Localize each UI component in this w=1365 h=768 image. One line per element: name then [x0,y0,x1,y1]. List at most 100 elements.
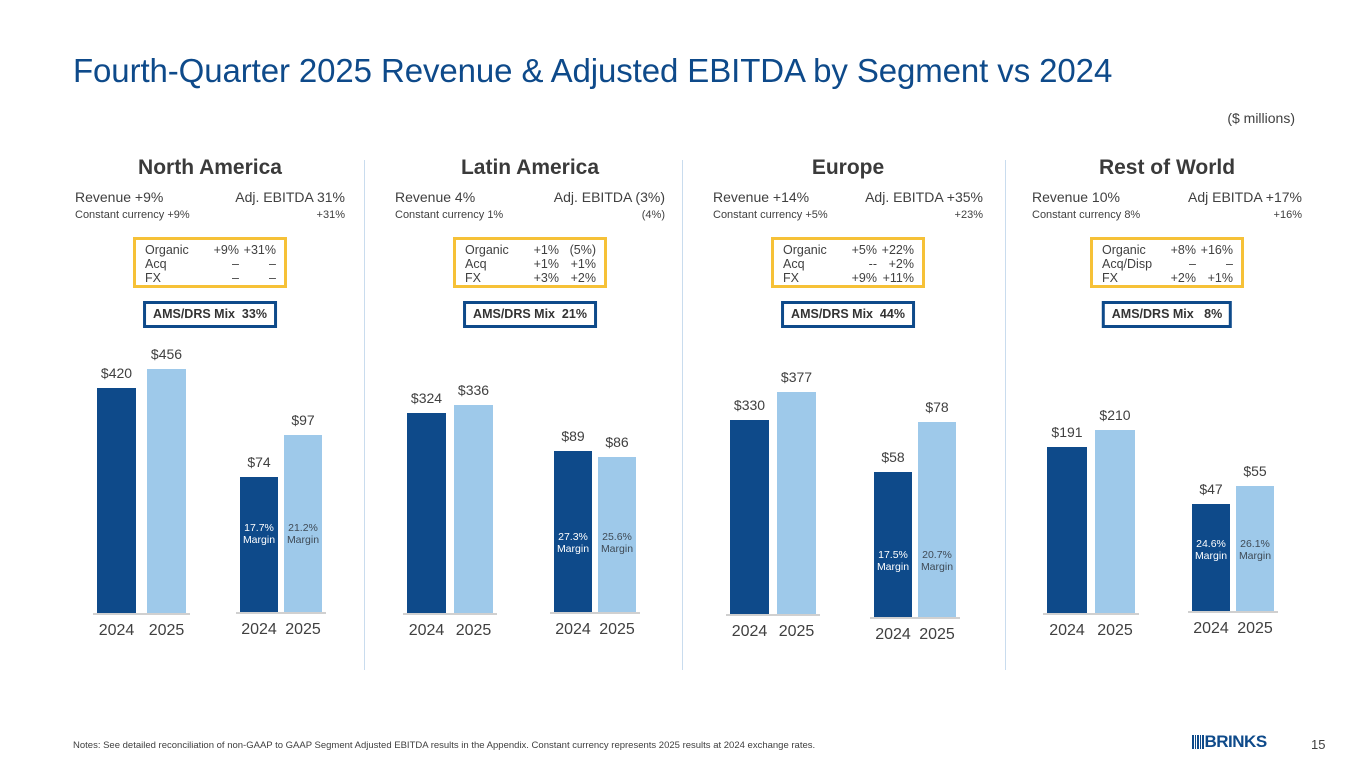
growth-breakdown-box: Organic +5% +22% Acq -- +2% FX +9% +11% [771,237,925,288]
value-label: $55 [1243,462,1267,479]
x-tick-label: 2025 [778,623,815,640]
bar-2024 [1192,504,1230,611]
bar-2025 [1095,430,1135,613]
x-tick-label: 2025 [919,626,955,643]
segment-rest-of-world: Rest of World Revenue 10% Adj EBITDA +17%… [1032,156,1302,328]
logo-stripes-icon [1192,734,1204,749]
segment-divider [1005,160,1006,670]
x-tick-label: 2024 [98,622,135,639]
segment-title: Europe [811,156,885,179]
bar-2025 [777,392,816,614]
breakdown-row: Acq +1% +1% [465,257,596,271]
value-label: $420 [100,365,133,382]
chart-baseline [1188,611,1278,613]
value-label: $47 [1199,481,1223,498]
logo-wordmark: BRINKS [1204,732,1268,751]
breakdown-row: FX +3% +2% [465,271,596,285]
segment-latin-america: Latin America Revenue 4% Adj. EBITDA (3%)… [395,156,665,328]
ams-drs-mix-badge: AMS/DRS Mix 8% [1101,301,1233,328]
revenue-growth: Revenue +9% [75,189,164,205]
cc-revenue: Constant currency 1% [395,209,504,221]
segment-title: Latin America [460,156,600,179]
bar-2025 [918,421,956,617]
x-tick-label: 2024 [241,621,277,638]
value-label: $456 [150,345,183,362]
bar-2024 [1047,446,1087,613]
x-tick-label: 2025 [599,621,635,638]
value-label: $330 [733,396,766,413]
x-tick-label: 2025 [285,621,321,638]
margin-label: 21.2% Margin [286,522,320,546]
breakdown-row: FX +9% +11% [783,271,914,285]
x-tick-label: 2025 [1237,620,1273,637]
units-note: ($ millions) [1227,110,1295,126]
ams-drs-mix-badge: AMS/DRS Mix 44% [781,301,915,328]
x-tick-label: 2024 [1193,620,1229,637]
value-label: $210 [1099,407,1131,424]
bar-2025 [284,435,322,612]
revenue-growth: Revenue 4% [395,189,476,205]
segment-title: Rest of World [1098,156,1236,179]
value-label: $58 [881,448,905,465]
chart-baseline [726,614,820,616]
value-label: $191 [1051,423,1083,440]
value-label: $97 [291,412,315,429]
segment-north-america: North America Revenue +9% Adj. EBITDA 31%… [75,156,345,328]
bar-2025 [1236,485,1274,611]
chart-baseline [550,612,640,614]
value-label: $86 [605,433,629,450]
cc-revenue: Constant currency +5% [713,209,828,221]
bar-2025 [454,405,493,613]
margin-label: 20.7% Margin [920,549,954,573]
breakdown-row: FX +2% +1% [1102,271,1233,285]
chart-baseline [236,612,326,614]
page-number: 15 [1311,737,1326,752]
segment-europe: Europe Revenue +14% Adj. EBITDA +35% Cons… [713,156,983,328]
segment-divider [682,160,683,670]
slide-title: Fourth-Quarter 2025 Revenue & Adjusted E… [73,52,1113,89]
growth-breakdown-box: Organic +1% (5%) Acq +1% +1% FX +3% +2% [453,237,607,288]
margin-label: 17.5% Margin [876,549,910,573]
margin-label: 17.7% Margin [242,522,276,546]
footnote: Notes: See detailed reconciliation of no… [73,740,816,751]
margin-label: 24.6% Margin [1194,538,1228,562]
x-tick-label: 2024 [875,626,911,643]
value-label: $336 [457,382,490,399]
chart-baseline [403,613,497,615]
breakdown-row: FX – – [145,271,276,285]
cc-ebitda: +16% [1273,209,1302,221]
breakdown-row: Organic +5% +22% [783,243,914,257]
ams-drs-mix-badge: AMS/DRS Mix 21% [463,301,597,328]
brinks-logo: BRINKS [1192,733,1267,750]
x-tick-label: 2024 [1049,622,1085,639]
value-label: $78 [925,398,949,415]
chart-baseline [93,613,190,615]
bar-2024 [874,471,912,617]
cc-ebitda: +31% [316,209,345,221]
x-tick-label: 2024 [408,622,445,639]
margin-label: 26.1% Margin [1238,538,1272,562]
breakdown-row: Organic +8% +16% [1102,243,1233,257]
ebitda-growth: Adj. EBITDA +35% [865,189,983,205]
bar-2024 [240,477,278,612]
revenue-growth: Revenue +14% [713,189,810,205]
segment-title: North America [138,156,282,179]
cc-revenue: Constant currency +9% [75,209,190,221]
revenue-growth: Revenue 10% [1032,189,1120,205]
bar-2024 [730,419,769,614]
chart-baseline [870,617,960,619]
x-tick-label: 2025 [148,622,185,639]
cc-ebitda: (4%) [641,209,665,221]
ebitda-growth: Adj. EBITDA (3%) [553,189,665,205]
value-label: $74 [247,454,271,471]
breakdown-row: Acq – – [145,257,276,271]
bar-2024 [407,412,446,613]
x-tick-label: 2025 [1097,622,1133,639]
x-tick-label: 2025 [455,622,492,639]
margin-label: 25.6% Margin [600,531,634,555]
ebitda-growth: Adj. EBITDA 31% [235,189,345,205]
chart-baseline [1043,613,1139,615]
value-label: $324 [410,389,443,406]
breakdown-row: Acq/Disp – – [1102,257,1233,271]
